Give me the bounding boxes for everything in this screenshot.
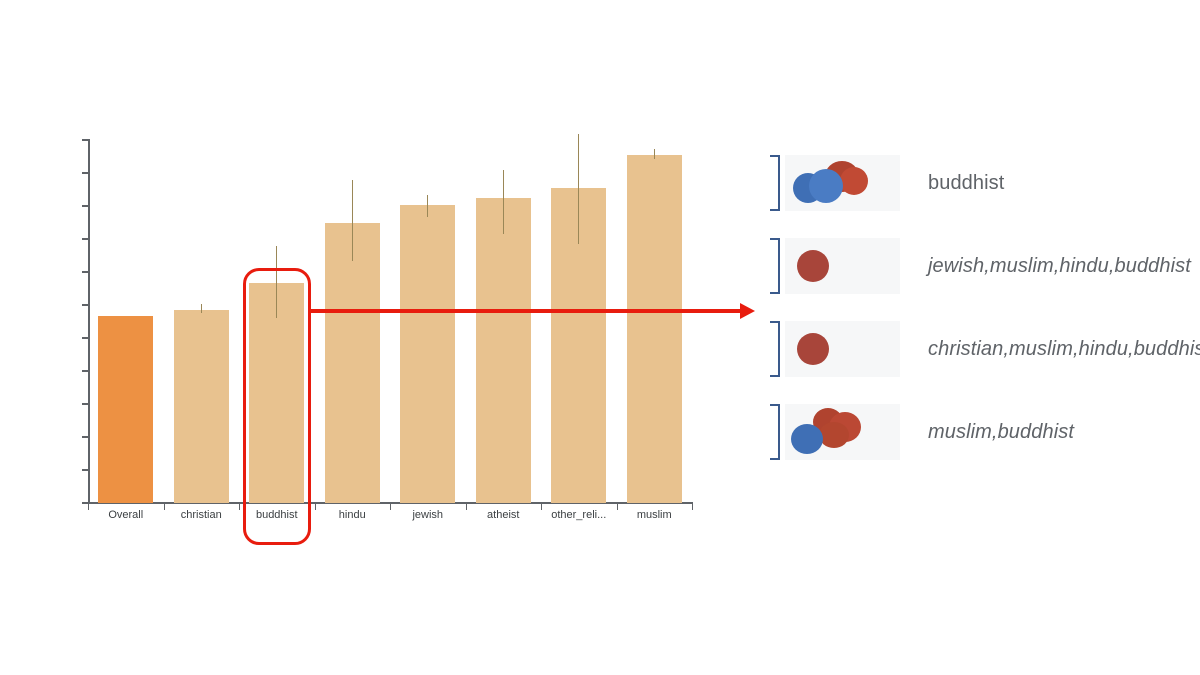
error-bar	[502, 170, 504, 235]
segmentation-thumbnail[interactable]	[785, 155, 900, 211]
x-tick-label-hindu: hindu	[338, 509, 366, 521]
x-tick-mark	[692, 503, 694, 510]
buddhist-highlight-box	[242, 267, 311, 545]
y-tick-mark	[82, 205, 88, 207]
y-tick-mark	[82, 337, 88, 339]
legend-item[interactable]: christian,muslim,hindu,buddhist	[770, 318, 1200, 380]
x-tick-label-other_reli: other_reli...	[551, 509, 607, 521]
y-tick-mark	[82, 370, 88, 372]
bar-christian[interactable]	[173, 309, 229, 503]
y-tick-mark	[82, 304, 88, 306]
blob-shape-icon	[809, 169, 843, 203]
x-tick-label-atheist: atheist	[487, 509, 520, 521]
legend-item[interactable]: buddhist	[770, 152, 1004, 214]
x-tick-label-jewish: jewish	[412, 509, 444, 521]
blob-shape-icon	[797, 250, 829, 282]
error-bar	[200, 304, 202, 313]
x-tick-mark	[239, 503, 241, 510]
legend-item[interactable]: jewish,muslim,hindu,buddhist	[770, 235, 1191, 297]
error-bar	[427, 195, 429, 217]
y-axis-line	[88, 139, 90, 504]
bracket-icon	[770, 404, 780, 460]
blob-shape-icon	[840, 167, 868, 195]
bar-overall[interactable]	[98, 315, 154, 503]
legend-item-label: christian,muslim,hindu,buddhist	[928, 337, 1200, 360]
legend-item[interactable]: muslim,buddhist	[770, 401, 1074, 463]
y-tick-mark	[82, 436, 88, 438]
plot-area	[88, 134, 692, 503]
blob-shape-icon	[819, 422, 849, 448]
legend-item-label: muslim,buddhist	[928, 420, 1075, 443]
x-tick-label-muslim: muslim	[636, 509, 672, 521]
x-tick-mark	[616, 503, 618, 510]
x-tick-mark	[465, 503, 467, 510]
y-tick-mark	[82, 238, 88, 240]
bar-chart: 0.000.050.100.150.200.250.300.350.400.45…	[0, 0, 755, 560]
segmentation-thumbnail[interactable]	[785, 238, 900, 294]
x-tick-mark	[88, 503, 90, 510]
x-tick-label-overall: Overall	[108, 509, 144, 521]
legend-item-label: jewish,muslim,hindu,buddhist	[928, 254, 1191, 277]
error-bar	[578, 134, 580, 245]
error-bar	[653, 149, 655, 160]
bar-muslim[interactable]	[626, 154, 682, 503]
x-tick-mark	[390, 503, 392, 510]
x-tick-label-buddhist: buddhist	[255, 509, 298, 521]
x-axis-line	[87, 502, 693, 504]
bracket-icon	[770, 238, 780, 294]
x-tick-mark	[541, 503, 543, 510]
error-bar	[351, 179, 353, 262]
bracket-icon	[770, 155, 780, 211]
y-tick-mark	[82, 502, 88, 504]
x-tick-label-christian: christian	[180, 509, 222, 521]
bar-atheist[interactable]	[475, 198, 531, 503]
bracket-icon	[770, 321, 780, 377]
y-tick-mark	[82, 271, 88, 273]
callout-arrow-line	[310, 309, 740, 313]
x-tick-mark	[163, 503, 165, 510]
segmentation-thumbnail[interactable]	[785, 404, 900, 460]
y-tick-mark	[82, 172, 88, 174]
blob-shape-icon	[797, 333, 829, 365]
x-tick-mark	[314, 503, 316, 510]
y-tick-mark	[82, 403, 88, 405]
bar-hindu[interactable]	[324, 223, 380, 503]
bar-jewish[interactable]	[400, 205, 456, 503]
callout-arrow-head	[740, 303, 755, 319]
error-bar	[276, 246, 278, 319]
y-tick-mark	[82, 139, 88, 141]
legend-item-label: buddhist	[928, 171, 1005, 194]
segmentation-thumbnail[interactable]	[785, 321, 900, 377]
blob-shape-icon	[791, 424, 823, 454]
bar-buddhist[interactable]	[249, 282, 305, 503]
y-tick-mark	[82, 469, 88, 471]
